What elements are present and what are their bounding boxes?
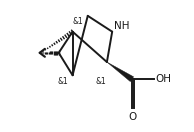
Text: NH: NH <box>114 21 130 31</box>
Text: &1: &1 <box>58 77 69 86</box>
Text: OH: OH <box>155 74 171 84</box>
Polygon shape <box>107 62 134 82</box>
Text: O: O <box>128 112 137 122</box>
Text: &1: &1 <box>73 17 83 26</box>
Text: &1: &1 <box>96 77 106 86</box>
